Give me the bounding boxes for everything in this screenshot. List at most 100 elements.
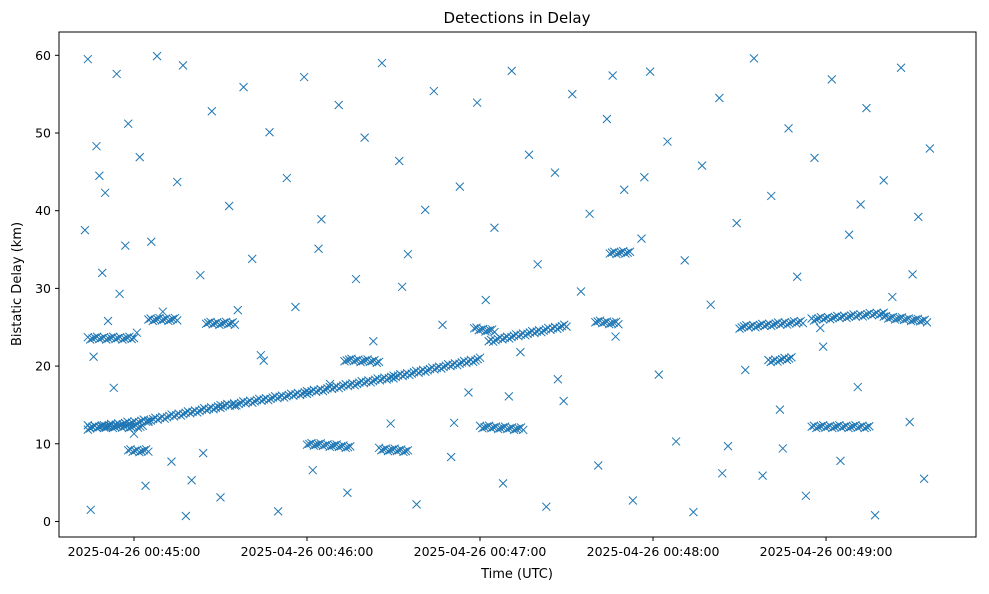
track-marker xyxy=(798,318,808,328)
track-marker xyxy=(108,423,118,433)
scatter-marker xyxy=(343,488,352,498)
track-marker xyxy=(562,322,571,331)
track-marker xyxy=(844,312,854,322)
track-marker xyxy=(475,353,485,363)
track-marker xyxy=(775,320,785,330)
scatter-marker xyxy=(645,67,655,76)
scatter-marker xyxy=(856,200,866,209)
track-marker xyxy=(828,313,837,323)
track-marker xyxy=(405,370,414,380)
scatter-marker xyxy=(778,444,788,453)
chart-title: Detections in Delay xyxy=(444,9,591,27)
scatter-marker xyxy=(259,356,269,365)
track-marker xyxy=(304,388,314,397)
scatter-marker xyxy=(386,419,395,428)
scatter-marker xyxy=(83,54,93,64)
track-marker xyxy=(208,319,218,329)
track-marker xyxy=(144,447,153,457)
scatter-marker xyxy=(602,114,612,124)
track-marker xyxy=(350,380,360,390)
scatter-marker xyxy=(879,176,889,185)
scatter-marker xyxy=(334,100,344,110)
track-marker xyxy=(488,337,498,347)
scatter-marker xyxy=(490,223,499,233)
track-marker xyxy=(621,249,630,258)
track-marker xyxy=(318,386,328,396)
y-tick-label: 20 xyxy=(35,359,51,374)
track-marker xyxy=(126,422,136,432)
scatter-marker xyxy=(553,374,563,384)
scatter-marker xyxy=(120,241,130,251)
track-marker xyxy=(352,379,362,389)
scatter-marker xyxy=(152,51,162,61)
track-marker xyxy=(232,400,241,410)
scatter-marker xyxy=(524,150,534,160)
track-marker xyxy=(784,354,794,363)
scatter-marker xyxy=(853,382,863,392)
track-marker xyxy=(372,358,382,368)
track-marker xyxy=(504,334,514,343)
track-marker xyxy=(367,356,377,366)
y-tick-label: 0 xyxy=(43,514,51,529)
scatter-marker xyxy=(325,379,335,389)
data-markers xyxy=(80,51,935,521)
track-marker xyxy=(520,330,530,340)
track-marker xyxy=(625,247,635,257)
track-marker xyxy=(336,382,346,392)
scatter-marker xyxy=(888,292,897,302)
track-marker xyxy=(787,353,796,362)
scatter-marker xyxy=(516,347,525,357)
scatter-marker xyxy=(567,89,577,99)
track-marker xyxy=(85,423,95,432)
track-marker xyxy=(760,321,769,331)
track-marker xyxy=(553,324,562,334)
track-marker xyxy=(169,412,179,421)
track-marker xyxy=(389,371,398,380)
scatter-marker xyxy=(810,153,819,163)
x-tick-label: 2025-04-26 00:49:00 xyxy=(760,544,893,559)
scatter-marker xyxy=(377,58,387,68)
scatter-marker xyxy=(123,119,133,129)
scatter-marker xyxy=(628,496,638,505)
track-marker xyxy=(421,367,430,377)
x-tick-label: 2025-04-26 00:48:00 xyxy=(587,544,720,559)
scatter-marker xyxy=(129,429,139,439)
track-marker xyxy=(185,408,195,418)
scatter-marker xyxy=(640,172,649,182)
track-marker xyxy=(518,425,528,435)
track-marker xyxy=(351,356,361,365)
track-marker xyxy=(223,319,233,329)
track-marker xyxy=(623,248,633,257)
track-marker xyxy=(148,316,158,326)
scatter-marker xyxy=(146,237,156,247)
scatter-marker xyxy=(504,392,514,401)
scatter-marker xyxy=(844,230,854,240)
scatter-marker xyxy=(368,336,378,346)
track-marker xyxy=(215,320,224,330)
track-marker xyxy=(374,357,384,367)
scatter-marker xyxy=(827,75,837,84)
scatter-marker xyxy=(360,133,370,143)
scatter-marker xyxy=(109,383,119,393)
scatter-marker xyxy=(230,401,240,411)
scatter-marker xyxy=(908,270,917,279)
scatter-marker xyxy=(913,212,923,222)
track-marker xyxy=(341,443,351,453)
track-marker xyxy=(334,383,344,393)
track-marker xyxy=(366,378,376,387)
scatter-marker xyxy=(299,72,309,82)
track-marker xyxy=(343,442,353,452)
track-marker xyxy=(94,422,104,432)
track-marker xyxy=(811,315,821,324)
track-marker xyxy=(127,334,137,344)
scatter-marker xyxy=(351,274,361,284)
track-marker xyxy=(192,408,202,417)
scatter-marker xyxy=(187,475,197,485)
scatter-marker xyxy=(317,214,326,224)
track-marker xyxy=(382,375,392,384)
scatter-marker xyxy=(818,342,828,352)
scatter-marker xyxy=(585,209,594,219)
scatter-marker xyxy=(576,287,586,296)
track-marker xyxy=(288,391,298,400)
